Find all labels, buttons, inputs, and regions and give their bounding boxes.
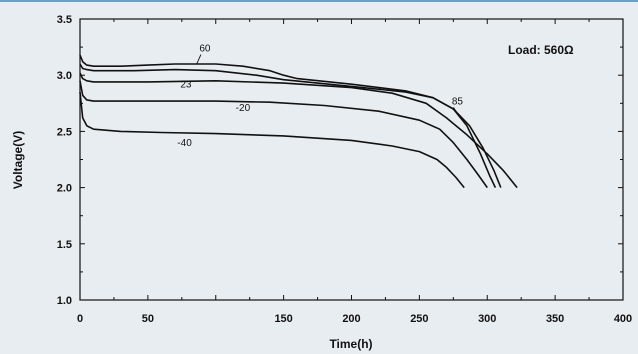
x-axis-title: Time(h) xyxy=(329,337,372,351)
series-line-23 xyxy=(79,72,518,189)
x-tick-label: 250 xyxy=(410,313,428,325)
y-axis-title: Voltage(V) xyxy=(11,131,25,189)
load-annotation: Load: 560Ω xyxy=(508,43,574,57)
y-tick-label: 1.0 xyxy=(57,295,72,307)
top-border-line xyxy=(0,0,638,2)
label-leader-line xyxy=(196,54,202,65)
series-label: 85 xyxy=(452,96,464,107)
x-tick-label: 350 xyxy=(546,313,564,325)
x-tick-label: 300 xyxy=(478,313,496,325)
series-label: -40 xyxy=(177,138,192,149)
x-axis-ticks: 0 50 150 200 250 300 350 400 xyxy=(77,19,632,325)
y-tick-label: 3.0 xyxy=(57,70,72,82)
y-tick-label: 1.5 xyxy=(57,239,72,251)
series-label: 23 xyxy=(180,80,192,91)
y-tick-label: 2.5 xyxy=(57,126,72,138)
plot-area xyxy=(79,18,624,301)
series-line-minus-40 xyxy=(79,92,465,189)
y-tick-label: 3.5 xyxy=(57,14,72,26)
series-line-minus-20 xyxy=(79,80,488,189)
y-tick-label: 2.0 xyxy=(57,183,72,195)
series-line-85 xyxy=(79,63,502,188)
y-axis-ticks: 1.0 1.5 2.0 2.5 3.0 3.5 xyxy=(57,14,623,307)
x-tick-label: 150 xyxy=(274,313,292,325)
series-label: -20 xyxy=(236,103,251,114)
x-tick-label: 400 xyxy=(614,313,632,325)
series-line-60 xyxy=(79,54,497,188)
x-tick-label: 200 xyxy=(342,313,360,325)
series-labels: 60 85 23 -20 -40 xyxy=(177,44,463,149)
label-leader-line xyxy=(453,107,462,120)
x-tick-label: 0 xyxy=(77,313,83,325)
x-tick-label: 50 xyxy=(142,313,154,325)
series-lines xyxy=(79,54,518,189)
series-label: 60 xyxy=(199,44,211,55)
